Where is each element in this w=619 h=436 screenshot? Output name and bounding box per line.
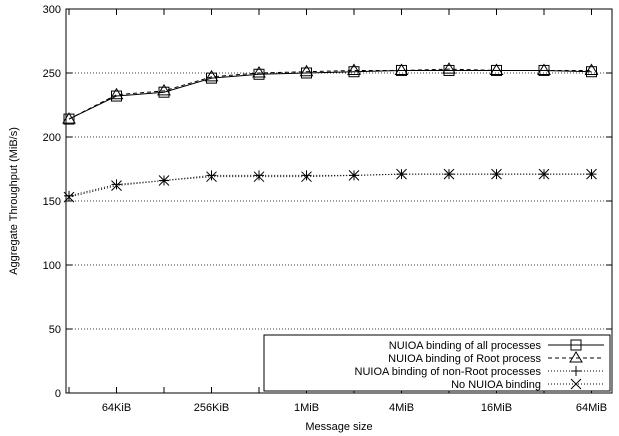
x-axis: 64KiB 256KiB 1MiB 4MiB 16MiB 64MiB [68,9,607,414]
series-line [68,173,592,197]
series-layer [62,62,599,203]
data-point-square [111,90,122,102]
data-point-x [396,168,407,180]
data-point-x [586,168,597,180]
data-point-plus [111,179,122,190]
data-point-square [301,67,312,79]
data-point-triangle [347,63,361,75]
legend-label: No NUIOA binding [451,379,541,391]
data-point-triangle [109,87,124,100]
data-point-x [348,170,360,181]
data-point-triangle [157,83,171,96]
x-tick-label: 256KiB [194,402,229,414]
x-tick-label: 4MiB [389,402,414,414]
y-tick-label: 50 [49,324,61,336]
y-tick-label: 150 [43,196,61,208]
y-tick-label: 200 [43,132,61,144]
data-point-x [111,180,122,191]
series-line [68,68,592,120]
x-tick-label: 16MiB [481,402,512,414]
data-point-x [158,175,170,186]
data-point-x [443,168,455,180]
legend-label: NUIOA binding of non-Root processes [355,366,542,378]
data-point-square [253,68,265,80]
legend-box [263,334,611,392]
data-point-square [206,72,217,84]
y-axis: 0 50 100 150 200 250 300 [43,4,612,400]
data-point-x [206,171,217,183]
data-point-square [586,66,597,78]
data-point-x [491,168,502,180]
data-point-triangle [252,66,266,78]
data-point-square [570,339,582,351]
data-point-x [570,378,582,390]
x-tick-label: 1MiB [294,402,319,414]
data-point-triangle [584,63,599,75]
data-point-square [158,86,170,98]
x-tick-label: 64KiB [102,402,131,414]
legend-label: NUIOA binding of Root process [388,353,541,365]
data-point-triangle [299,64,314,77]
y-tick-label: 100 [43,260,61,272]
data-point-triangle [62,112,76,124]
data-point-plus [206,170,217,181]
data-point-triangle [537,63,551,75]
legend-label: NUIOA binding of all processes [389,340,542,352]
data-point-x [538,168,550,180]
data-point-triangle [394,63,409,75]
data-point-plus [571,366,581,376]
data-point-square [348,66,360,78]
data-point-plus [254,170,264,181]
x-axis-title: Message size [305,421,372,433]
data-point-triangle [569,351,583,363]
data-point-x [301,171,312,183]
y-axis-title: Aggregate Throughput (MiB/s) [8,127,20,275]
data-point-triangle [204,69,219,82]
grid-lines [66,72,612,330]
data-point-x [63,191,75,203]
data-point-square [63,113,75,125]
y-tick-label: 250 [43,68,61,80]
series-line [68,173,592,198]
data-point-triangle [489,63,504,75]
series-line [68,69,592,120]
data-point-square [443,64,455,76]
data-point-triangle [442,62,456,74]
y-tick-label: 300 [43,4,61,16]
x-tick-label: 64MiB [576,402,607,414]
data-point-plus [301,170,312,181]
data-point-x [253,171,265,183]
y-tick-label: 0 [55,388,61,400]
